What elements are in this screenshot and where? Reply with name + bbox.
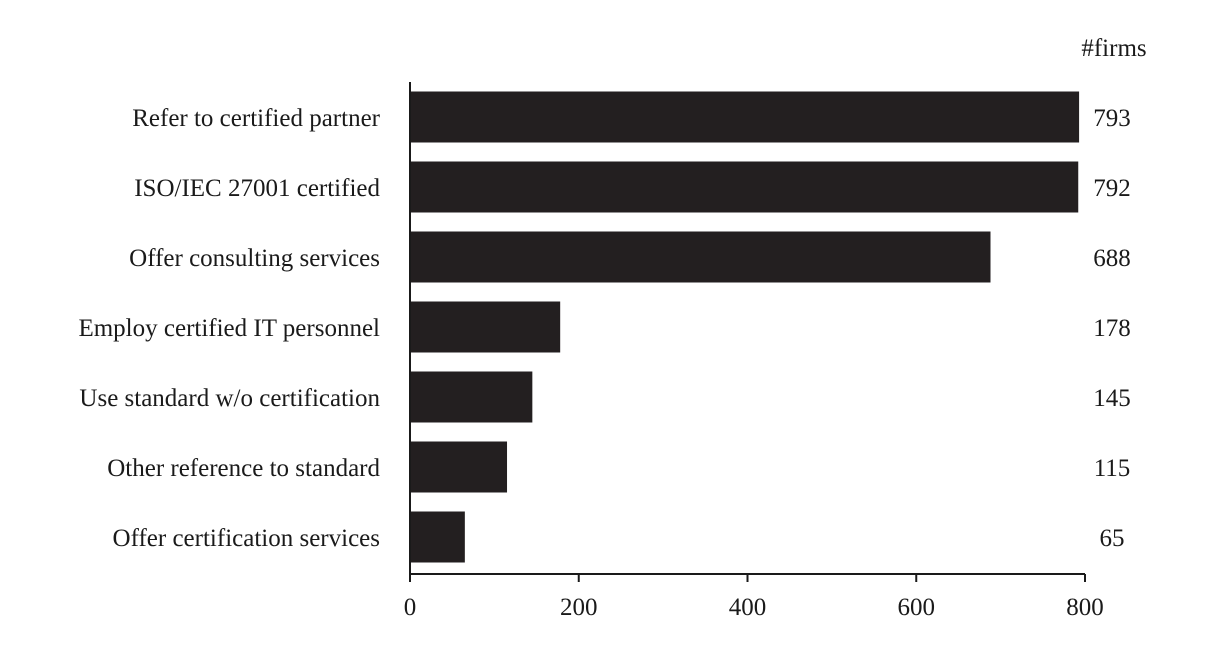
category-label-0: Refer to certified partner — [132, 105, 380, 132]
category-label-4: Use standard w/o certification — [79, 385, 380, 412]
value-label-6: 65 — [1100, 525, 1125, 552]
value-label-5: 115 — [1094, 455, 1131, 482]
category-label-1: ISO/IEC 27001 certified — [134, 175, 380, 202]
value-label-1: 792 — [1093, 175, 1131, 202]
bar-6 — [410, 511, 465, 563]
category-labels-group: Refer to certified partner ISO/IEC 27001 … — [78, 105, 380, 552]
category-label-2: Offer consulting services — [129, 245, 380, 272]
bar-0 — [410, 91, 1080, 143]
category-label-6: Offer certification services — [113, 525, 380, 552]
category-label-3: Employ certified IT personnel — [78, 315, 380, 342]
category-label-5: Other reference to standard — [107, 455, 380, 482]
bar-2 — [410, 231, 991, 283]
value-column-header: #firms — [1081, 35, 1146, 62]
x-tick-label-1: 200 — [560, 594, 598, 621]
x-tick-label-4: 800 — [1066, 594, 1104, 621]
x-tick-label-0: 0 — [404, 594, 417, 621]
bar-1 — [410, 161, 1079, 213]
value-labels-group: 793 792 688 178 145 115 65 — [1093, 105, 1131, 552]
bar-4 — [410, 371, 533, 423]
bars-group — [410, 91, 1080, 563]
x-ticks-group: 0 200 400 600 800 — [404, 574, 1104, 621]
bar-3 — [410, 301, 561, 353]
x-tick-label-2: 400 — [729, 594, 767, 621]
value-label-4: 145 — [1093, 385, 1131, 412]
x-tick-label-3: 600 — [898, 594, 936, 621]
value-label-0: 793 — [1093, 105, 1131, 132]
bar-5 — [410, 441, 508, 493]
value-label-3: 178 — [1093, 315, 1131, 342]
value-label-2: 688 — [1093, 245, 1131, 272]
